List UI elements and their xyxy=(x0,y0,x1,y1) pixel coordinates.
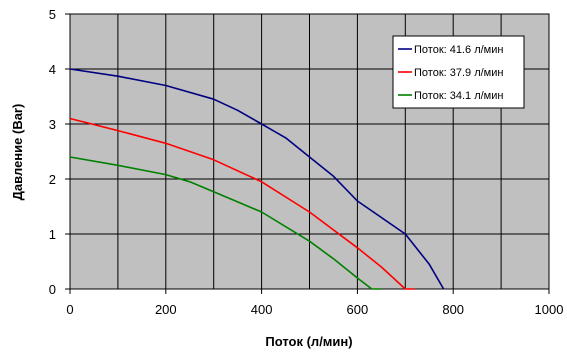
x-tick-label: 400 xyxy=(251,302,273,317)
y-tick-label: 4 xyxy=(49,62,56,77)
y-axis-title: Давление (Bar) xyxy=(10,104,25,201)
x-tick-label: 0 xyxy=(66,302,73,317)
series-line-3 xyxy=(69,156,382,290)
legend-label: Поток: 41.6 л/мин xyxy=(414,44,503,56)
y-tick-label: 2 xyxy=(49,172,56,187)
legend-label: Поток: 37.9 л/мин xyxy=(414,67,503,79)
legend: Поток: 41.6 л/мин Поток: 37.9 л/мин Поток:… xyxy=(392,35,525,109)
x-tick-label: 200 xyxy=(155,302,177,317)
y-tick-label: 3 xyxy=(49,117,56,132)
series-line-1 xyxy=(69,68,445,290)
y-tick-label: 0 xyxy=(49,282,56,297)
tick-labels: 0 1 2 3 4 5 0 200 400 600 800 1000 xyxy=(49,7,564,317)
x-tick-label: 1000 xyxy=(535,302,564,317)
y-tick-label: 5 xyxy=(49,7,56,22)
series-lines xyxy=(69,68,445,290)
x-axis-title: Поток (л/мин) xyxy=(265,334,352,349)
legend-label: Поток: 34.1 л/мин xyxy=(414,90,503,102)
x-tick-label: 600 xyxy=(347,302,369,317)
x-tick-label: 800 xyxy=(442,302,464,317)
series-line-2 xyxy=(69,117,415,290)
legend-box xyxy=(392,35,525,109)
y-tick-label: 1 xyxy=(49,227,56,242)
